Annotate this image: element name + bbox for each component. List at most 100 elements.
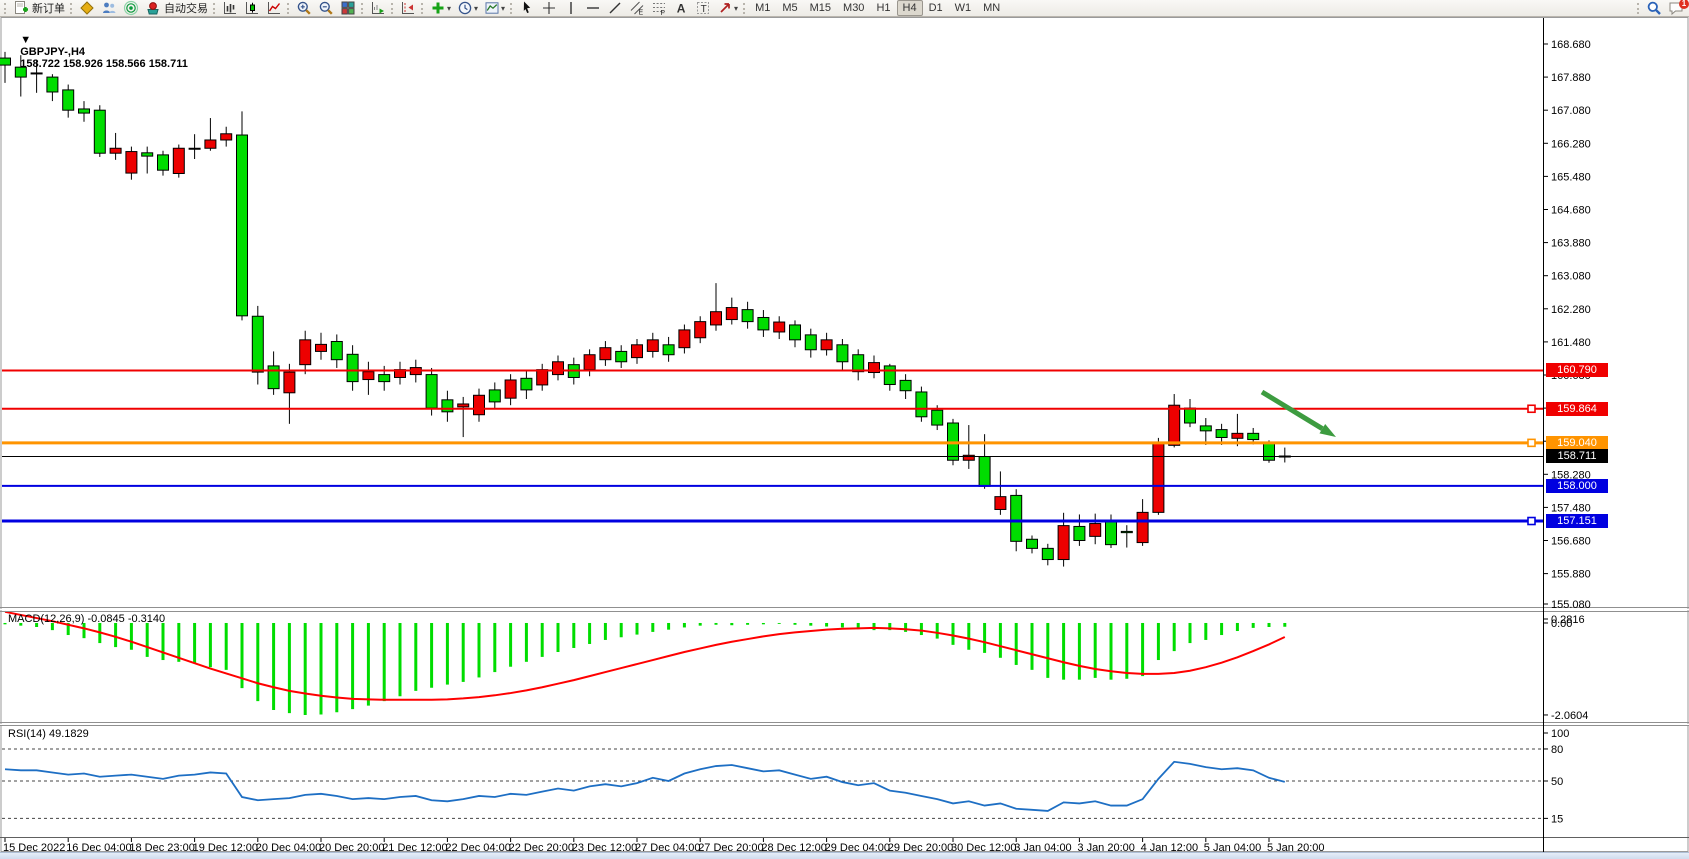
timeframe-button-mn[interactable]: MN <box>983 2 1001 14</box>
line-handle <box>1527 404 1536 414</box>
horizontal-line-button[interactable] <box>582 0 604 17</box>
time-axis-label: 22 Dec 20:00 <box>509 842 574 854</box>
candle <box>157 154 169 171</box>
equidistant-channel-button[interactable]: E <box>626 0 648 17</box>
candle <box>141 152 154 157</box>
zoomout-icon <box>318 0 334 16</box>
channel-icon: E <box>629 0 645 16</box>
chart-dropdown-caret[interactable]: ▼ <box>20 34 32 46</box>
candle <box>188 147 201 150</box>
timeframe-button-h1[interactable]: H1 <box>876 2 891 14</box>
tile-windows-button[interactable] <box>337 0 359 17</box>
toolbar-group <box>285 0 359 16</box>
candle <box>662 344 675 356</box>
periods-button[interactable]: ▾ <box>454 0 481 17</box>
search-button[interactable] <box>1643 0 1665 17</box>
rsi-line <box>4 760 1286 812</box>
candle <box>962 454 975 461</box>
chart-shift-button[interactable] <box>397 0 419 17</box>
price-tick-label: 163.080 <box>1551 271 1591 283</box>
cursor-button[interactable] <box>516 0 538 17</box>
price-tick-label: 155.080 <box>1551 599 1591 611</box>
dropdown-arrow-icon[interactable]: ▾ <box>474 3 479 13</box>
arrows-button[interactable]: ▾ <box>714 0 741 17</box>
signals-button[interactable] <box>120 0 142 17</box>
signal-icon <box>123 0 139 16</box>
price-tick-label: 168.680 <box>1551 39 1591 51</box>
candle <box>804 334 817 351</box>
timeframe-button-m30[interactable]: M30 <box>843 2 865 14</box>
line-chart-button[interactable] <box>263 0 285 17</box>
zoom-out-button[interactable] <box>315 0 337 17</box>
price-level-badge: 158.000 <box>1546 478 1608 493</box>
price-tick-label: 164.680 <box>1551 204 1591 216</box>
zoom-in-button[interactable] <box>293 0 315 17</box>
price-tick-label: 156.680 <box>1551 536 1591 548</box>
auto-scroll-button[interactable] <box>367 0 389 17</box>
candlestick-chart-button[interactable] <box>241 0 263 17</box>
timeframe-button-h4[interactable]: H4 <box>896 0 923 16</box>
data-window-button[interactable] <box>98 0 120 17</box>
dropdown-arrow-icon[interactable]: ▾ <box>447 3 452 13</box>
text-label-button[interactable]: T <box>692 0 714 17</box>
trendline-button[interactable] <box>604 0 626 17</box>
candle <box>1105 520 1117 546</box>
time-axis-label: 3 Jan 20:00 <box>1077 842 1135 854</box>
rsi-tick-label: 50 <box>1551 776 1563 788</box>
time-axis-label: 18 Dec 23:00 <box>129 842 194 854</box>
bar-chart-button[interactable] <box>219 0 241 17</box>
candle <box>425 374 438 409</box>
chat-button[interactable]: 1 <box>1665 0 1689 17</box>
people-icon <box>101 0 117 16</box>
candle <box>172 147 185 174</box>
candle <box>30 72 43 75</box>
fibonacci-button[interactable]: F <box>648 0 670 17</box>
chart-ohlc-values: 158.722 158.926 158.566 158.711 <box>20 58 188 70</box>
auto-trading-button[interactable]: 自动交易 <box>142 0 211 17</box>
candle <box>868 362 880 374</box>
templates-button[interactable]: ▾ <box>481 0 508 17</box>
autotrade-icon <box>145 0 161 16</box>
candle <box>125 151 138 174</box>
vertical-line-button[interactable] <box>560 0 582 17</box>
new-order-button[interactable]: 新订单 <box>10 0 68 17</box>
time-axis-label: 20 Dec 20:00 <box>319 842 384 854</box>
timeframe-button-w1[interactable]: W1 <box>954 2 972 14</box>
search-icon <box>1646 0 1662 16</box>
hline-icon <box>585 0 601 16</box>
macd-pane <box>3 610 1287 715</box>
timeframe-button-m15[interactable]: M15 <box>809 2 832 14</box>
toolbar-group <box>359 0 389 16</box>
dropdown-arrow-icon[interactable]: ▾ <box>734 3 739 13</box>
dropdown-arrow-icon[interactable]: ▾ <box>501 3 506 13</box>
market-watch-button[interactable] <box>76 0 98 17</box>
time-axis-label: 5 Jan 04:00 <box>1204 842 1262 854</box>
timeframe-button-d1[interactable]: D1 <box>928 2 943 14</box>
toolbar-group: 新订单 <box>2 0 68 16</box>
text-button[interactable]: A <box>670 0 692 17</box>
candle <box>1184 407 1196 424</box>
indicators-button[interactable]: ▾ <box>427 0 454 17</box>
candle <box>220 133 233 141</box>
candle <box>1168 404 1181 446</box>
shift-icon <box>400 0 416 16</box>
candle <box>710 311 722 326</box>
autoscroll-icon <box>370 0 386 16</box>
candle <box>62 89 75 111</box>
price-tick-label: 162.280 <box>1551 304 1591 316</box>
candle <box>646 339 659 352</box>
current-price-badge: 158.711 <box>1546 449 1608 464</box>
candle <box>93 109 106 154</box>
candle <box>852 354 865 373</box>
timeframe-button-m5[interactable]: M5 <box>782 2 798 14</box>
crosshair-button[interactable] <box>538 0 560 17</box>
candle <box>236 134 248 317</box>
linechart-icon <box>266 0 282 16</box>
candle <box>678 329 691 349</box>
timeframe-button-m1[interactable]: M1 <box>755 2 771 14</box>
candle <box>1010 494 1023 542</box>
candle <box>488 389 501 403</box>
rsi-pane <box>2 748 1543 819</box>
auto-trading-button-label: 自动交易 <box>164 3 208 15</box>
